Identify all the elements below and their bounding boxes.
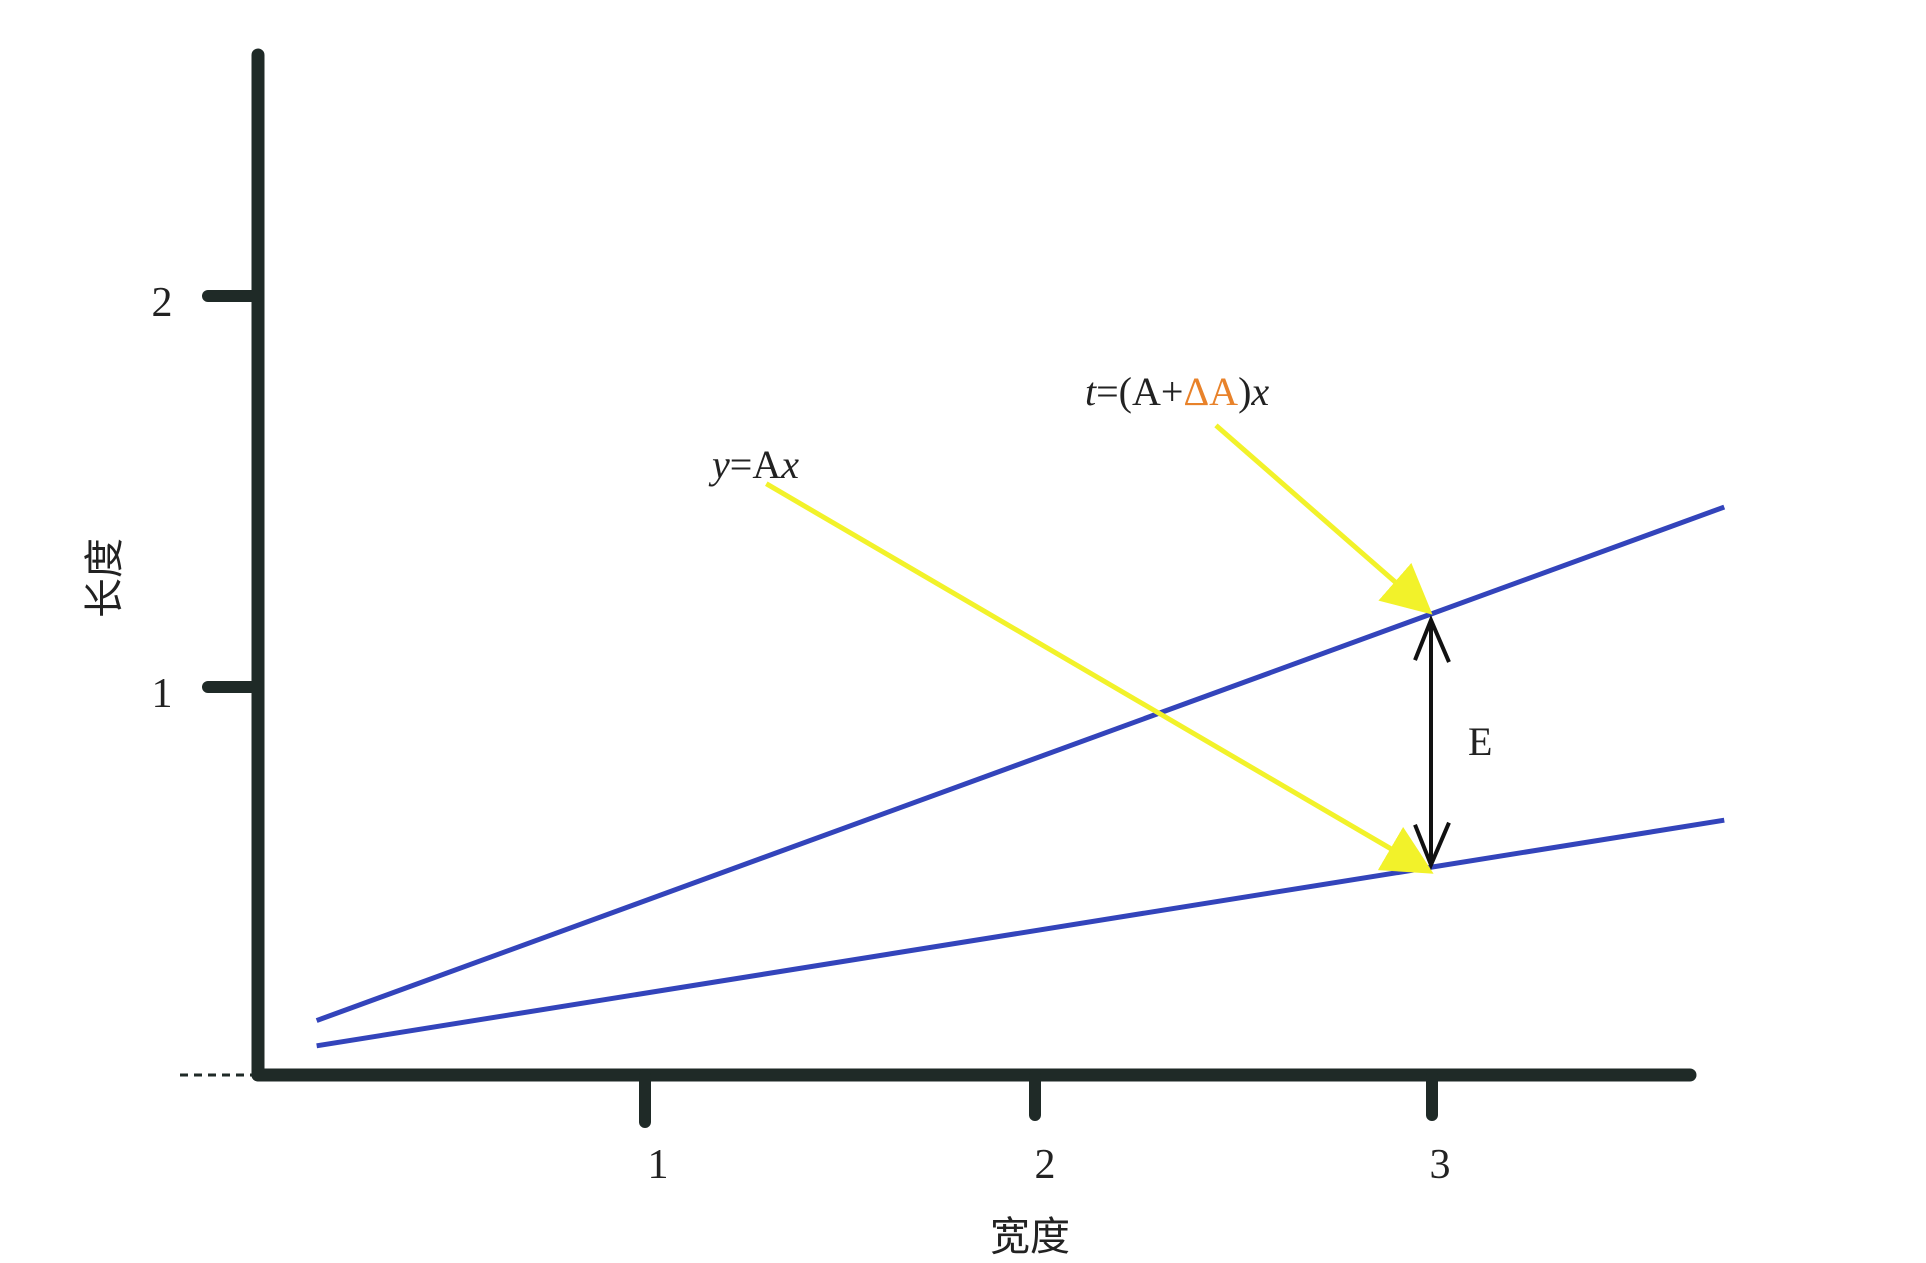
x-tick-label-1: 1	[648, 1142, 669, 1188]
x-tick-label-3: 3	[1430, 1142, 1451, 1188]
y-tick-label-2: 2	[152, 280, 173, 326]
x-axis-title: 宽度	[990, 1214, 1070, 1260]
annotation-arrow-lower	[765, 481, 1434, 874]
label-y-ax: y=Ax	[708, 442, 799, 487]
x-tick-label-2: 2	[1035, 1142, 1056, 1188]
error-label: E	[1468, 719, 1492, 764]
series-line-t-a-delta-ax	[315, 504, 1726, 1023]
series-line-y-ax	[316, 817, 1725, 1049]
annotation-arrow-upper	[1214, 423, 1433, 615]
y-tick-label-1: 1	[152, 671, 173, 717]
error-double-arrow	[1413, 614, 1451, 870]
label-t-a-delta-ax: t=(A+ΔA)x	[1085, 369, 1269, 414]
y-axis-title: 长度	[82, 538, 128, 618]
